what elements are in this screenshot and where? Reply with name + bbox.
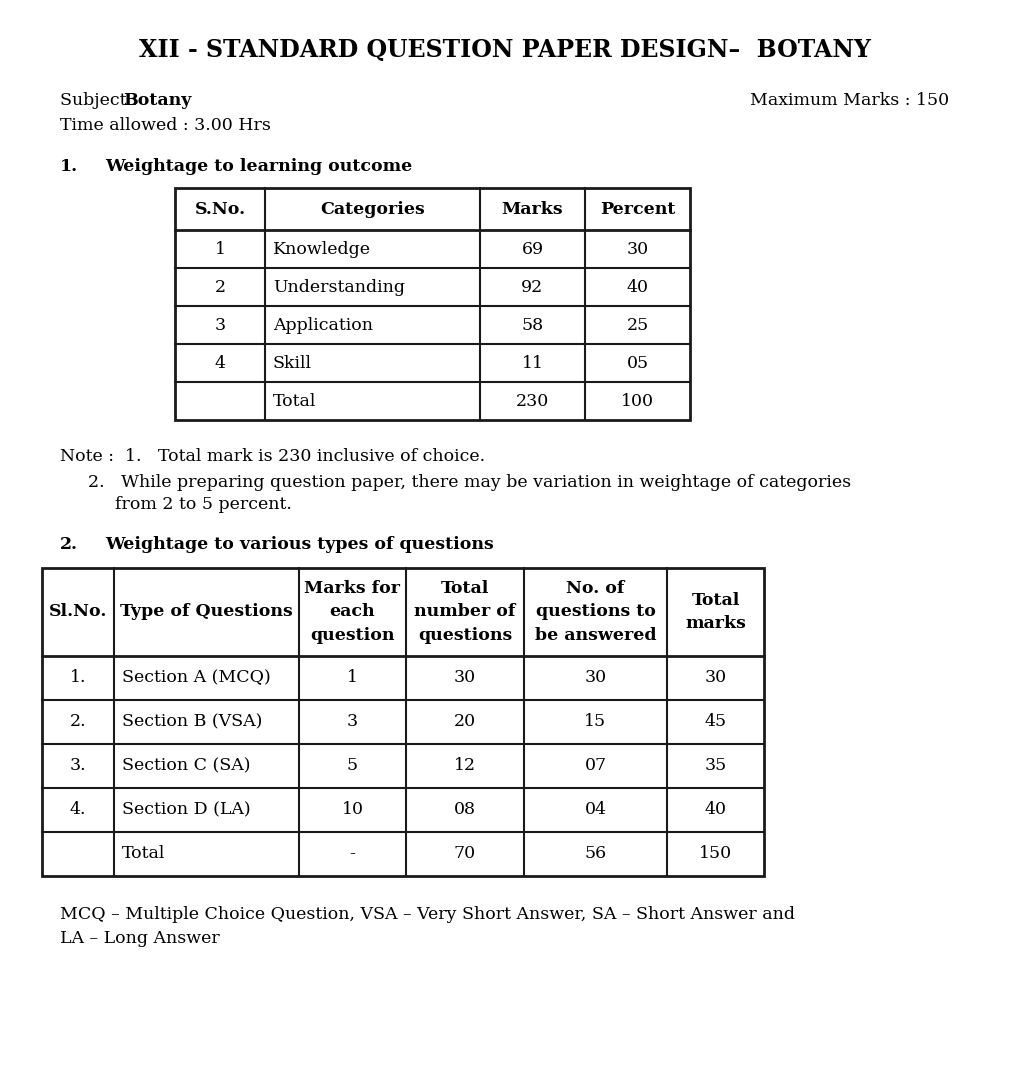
Text: Categories: Categories [320,201,425,218]
Text: Sl.No.: Sl.No. [49,604,107,621]
Text: Time allowed : 3.00 Hrs: Time allowed : 3.00 Hrs [60,117,271,134]
Text: Note :  1.   Total mark is 230 inclusive of choice.: Note : 1. Total mark is 230 inclusive of… [60,448,485,465]
Text: XII - STANDARD QUESTION PAPER DESIGN–  BOTANY: XII - STANDARD QUESTION PAPER DESIGN– BO… [140,38,870,62]
Text: Skill: Skill [273,354,312,372]
Text: 35: 35 [705,757,727,774]
Text: 3: 3 [214,317,225,334]
Text: MCQ – Multiple Choice Question, VSA – Very Short Answer, SA – Short Answer and: MCQ – Multiple Choice Question, VSA – Ve… [60,906,795,923]
Text: No. of
questions to
be answered: No. of questions to be answered [535,580,656,644]
Text: Section C (SA): Section C (SA) [122,757,251,774]
Bar [42,568,764,876]
Text: 30: 30 [705,669,727,686]
Text: Section A (MCQ): Section A (MCQ) [122,669,271,686]
Text: 70: 70 [454,845,476,862]
Text: Total
number of
questions: Total number of questions [415,580,516,644]
Text: 20: 20 [454,713,476,730]
Text: 4: 4 [214,354,225,372]
Text: 2.   While preparing question paper, there may be variation in weightage of cate: 2. While preparing question paper, there… [88,474,851,491]
Text: 100: 100 [621,392,654,409]
Text: 1: 1 [347,669,358,686]
Text: 40: 40 [627,278,648,295]
Text: 45: 45 [705,713,727,730]
Text: Type of Questions: Type of Questions [120,604,293,621]
Text: LA – Long Answer: LA – Long Answer [60,930,219,947]
Text: 12: 12 [454,757,476,774]
Text: 07: 07 [584,757,607,774]
Text: Knowledge: Knowledge [273,241,371,258]
Text: 150: 150 [699,845,732,862]
Text: Percent: Percent [600,201,675,218]
Text: Subject :: Subject : [60,92,144,108]
Text: 08: 08 [454,801,476,818]
Text: Total
marks: Total marks [685,592,746,633]
Text: 1: 1 [214,241,225,258]
Text: Total: Total [273,392,316,409]
Text: Botany: Botany [123,92,191,108]
Text: Application: Application [273,317,373,334]
Text: 10: 10 [342,801,364,818]
Text: 3: 3 [347,713,358,730]
Text: 1.: 1. [70,669,86,686]
Text: Marks for
each
question: Marks for each question [304,580,400,644]
Text: 30: 30 [627,241,649,258]
Text: 04: 04 [584,801,607,818]
Text: 4.: 4. [70,801,86,818]
Text: Section D (LA): Section D (LA) [122,801,251,818]
Text: Total: Total [122,845,166,862]
Text: Weightage to learning outcome: Weightage to learning outcome [105,158,412,175]
Text: 15: 15 [584,713,607,730]
Text: 230: 230 [516,392,549,409]
Text: 30: 30 [454,669,476,686]
Text: 30: 30 [584,669,607,686]
Text: 25: 25 [627,317,649,334]
Text: 40: 40 [705,801,727,818]
Text: -: - [350,845,356,862]
Text: 11: 11 [522,354,544,372]
Bar [175,188,690,420]
Text: 2.: 2. [70,713,86,730]
Text: 05: 05 [627,354,649,372]
Text: S.No.: S.No. [194,201,246,218]
Text: 1.: 1. [60,158,78,175]
Text: 2: 2 [214,278,225,295]
Text: Understanding: Understanding [273,278,405,295]
Text: Maximum Marks : 150: Maximum Marks : 150 [750,92,949,108]
Text: 5: 5 [347,757,358,774]
Text: 58: 58 [522,317,544,334]
Text: 3.: 3. [70,757,86,774]
Text: Marks: Marks [501,201,563,218]
Text: 69: 69 [522,241,544,258]
Text: from 2 to 5 percent.: from 2 to 5 percent. [115,496,292,513]
Text: Weightage to various types of questions: Weightage to various types of questions [105,536,493,553]
Text: 92: 92 [522,278,544,295]
Text: Section B (VSA): Section B (VSA) [122,713,263,730]
Text: 2.: 2. [60,536,78,553]
Text: 56: 56 [584,845,607,862]
